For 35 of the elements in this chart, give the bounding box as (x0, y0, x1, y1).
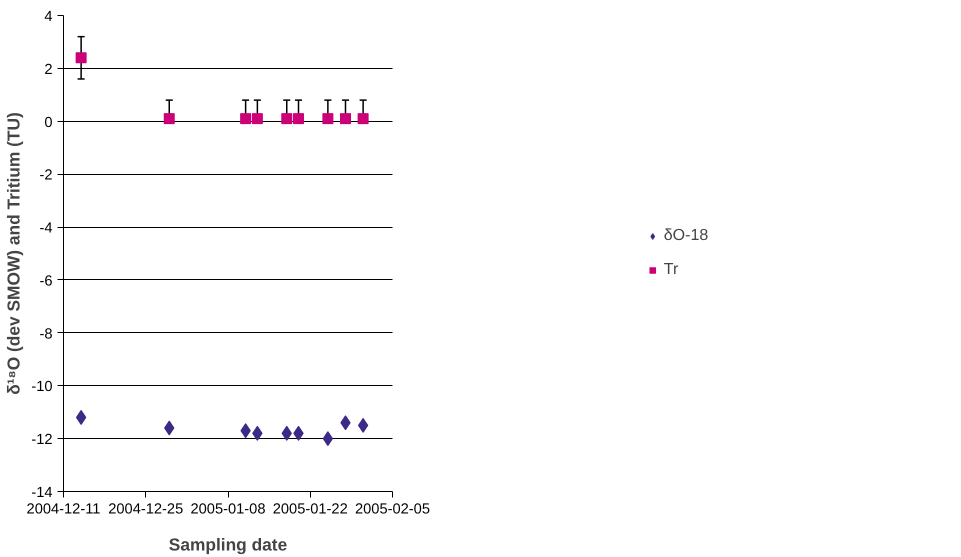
x-tick-label: 2005-01-22 (272, 502, 348, 518)
point (358, 113, 369, 124)
point (281, 113, 292, 124)
point (76, 52, 87, 64)
x-tick-label: 2005-01-08 (190, 502, 266, 518)
point (76, 410, 86, 425)
y-tick-label: 0 (44, 114, 53, 131)
point (252, 113, 263, 124)
point (252, 426, 263, 441)
y-tick-label: 4 (44, 9, 53, 25)
y-tick-label: -2 (39, 168, 53, 184)
point (340, 113, 351, 124)
y-tick-label: -14 (31, 485, 53, 501)
y-tick-label: -12 (31, 432, 53, 448)
x-tick-label: 2004-12-25 (108, 502, 184, 518)
point (164, 113, 175, 124)
y-tick-label: -6 (39, 273, 53, 290)
legend-label: Tr (664, 261, 680, 279)
legend-label: δO-18 (664, 227, 708, 245)
point (293, 113, 304, 124)
y-tick-label: -8 (39, 326, 53, 342)
point (340, 415, 351, 430)
point (293, 426, 304, 441)
point (358, 418, 368, 433)
y-axis-title: δ¹⁸O (dev SMOW) and Tritium (TU) (3, 112, 24, 395)
point (322, 431, 334, 446)
point (240, 113, 252, 124)
point (240, 423, 251, 438)
x-axis-title: Sampling date (168, 534, 288, 554)
y-tick-label: -10 (31, 379, 53, 396)
y-tick-label: 2 (44, 62, 53, 78)
x-tick-label: 2005-02-05 (355, 502, 430, 518)
y-tick-label: -4 (39, 220, 53, 237)
x-tick-label: 2004-12-11 (26, 502, 100, 518)
point (322, 113, 334, 124)
